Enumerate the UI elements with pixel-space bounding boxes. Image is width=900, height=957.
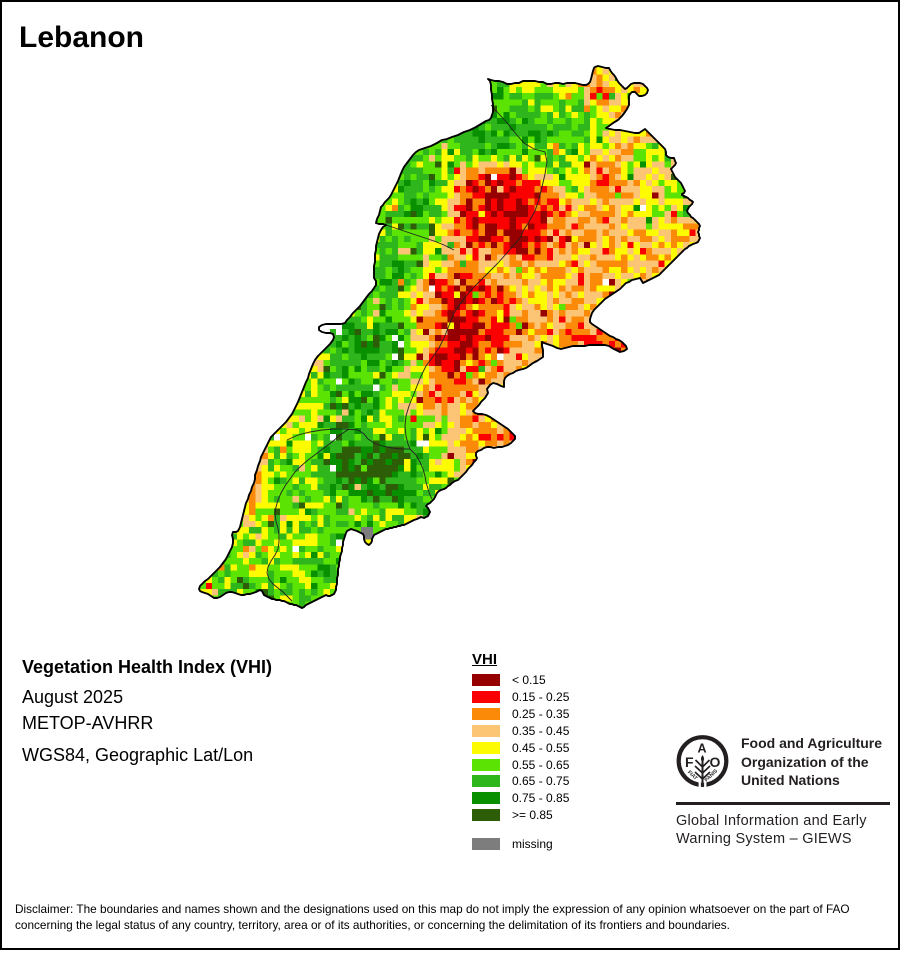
svg-text:F: F: [685, 754, 694, 770]
svg-text:O: O: [710, 754, 721, 770]
svg-text:A: A: [698, 742, 707, 756]
